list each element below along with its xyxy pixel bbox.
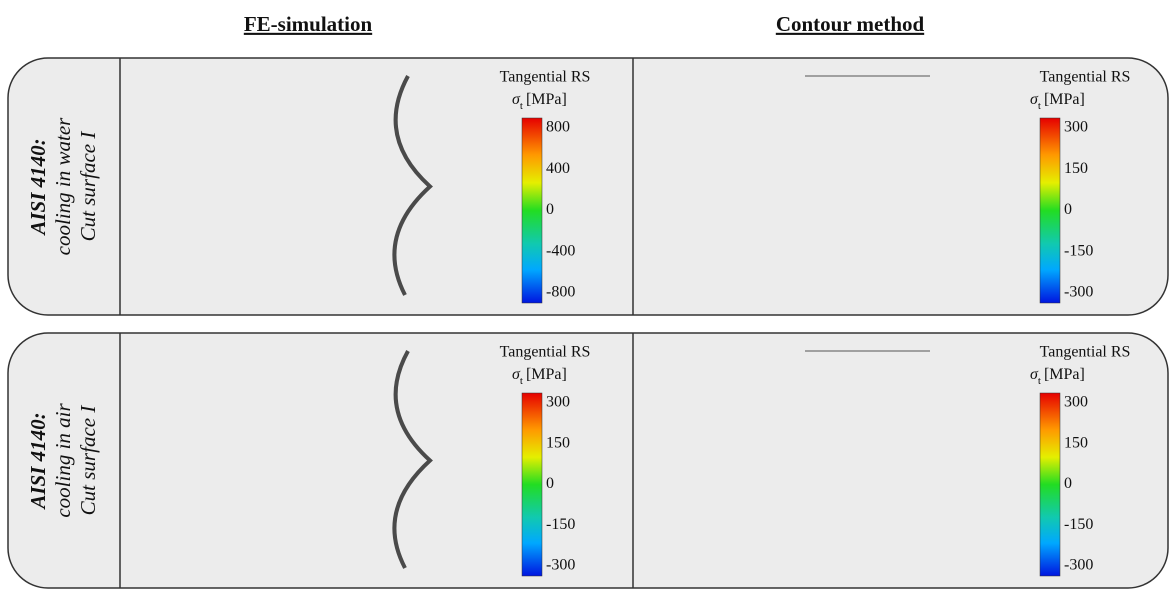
colorbar — [1039, 117, 1061, 304]
row-label: cooling in water — [51, 117, 75, 255]
legend-unit-part: t — [1038, 375, 1041, 387]
colorbar-tick: -150 — [546, 516, 575, 533]
colorbar-tick: 150 — [546, 434, 570, 451]
legend-unit-part: [MPa] — [526, 91, 567, 108]
legend-title: Tangential RS — [500, 69, 591, 86]
colorbar-tick: 0 — [546, 201, 554, 218]
row-label: Cut surface I — [76, 405, 100, 516]
legend-unit-part: [MPa] — [1044, 366, 1085, 383]
colorbar — [521, 392, 543, 577]
row-frame — [7, 332, 1169, 589]
legend-unit: σt [MPa] — [1030, 366, 1085, 387]
colorbar-tick: -300 — [1064, 284, 1093, 301]
colorbar-tick: 400 — [546, 160, 570, 177]
legend-unit: σt [MPa] — [1030, 91, 1085, 112]
legend-unit-part: t — [520, 100, 523, 112]
legend-title: Tangential RS — [1040, 344, 1131, 361]
colorbar-tick: 800 — [546, 119, 570, 136]
legend-unit-part: [MPa] — [1044, 91, 1085, 108]
colorbar-tick: -400 — [546, 242, 575, 259]
column-header: FE-simulation — [244, 12, 373, 36]
legend-unit-part: σ — [1030, 91, 1039, 108]
colorbar — [521, 117, 543, 304]
colorbar-tick: -150 — [1064, 242, 1093, 259]
colorbar-tick: -800 — [546, 284, 575, 301]
legend-unit: σt [MPa] — [512, 366, 567, 387]
legend-unit-part: t — [520, 375, 523, 387]
legend-unit-part: [MPa] — [526, 366, 567, 383]
colorbar-tick: 0 — [1064, 475, 1072, 492]
legend-title: Tangential RS — [500, 344, 591, 361]
colorbar-tick: 0 — [1064, 201, 1072, 218]
row-label: AISI 4140: — [26, 138, 50, 236]
row-label: cooling in air — [51, 403, 75, 518]
colorbar-tick: 300 — [1064, 394, 1088, 411]
legend-title: Tangential RS — [1040, 69, 1131, 86]
colorbar-tick: 300 — [546, 394, 570, 411]
row-frame — [7, 57, 1169, 316]
row-label: AISI 4140: — [26, 412, 50, 510]
legend-unit-part: σ — [512, 366, 521, 383]
colorbar — [1039, 392, 1061, 577]
colorbar-tick: -150 — [1064, 516, 1093, 533]
column-header: Contour method — [776, 12, 925, 36]
colorbar-tick: -300 — [546, 557, 575, 574]
colorbar-tick: 300 — [1064, 119, 1088, 136]
colorbar-tick: 0 — [546, 475, 554, 492]
legend-unit-part: t — [1038, 100, 1041, 112]
legend-unit: σt [MPa] — [512, 91, 567, 112]
colorbar-tick: -300 — [1064, 557, 1093, 574]
colorbar-tick: 150 — [1064, 160, 1088, 177]
row-label: Cut surface I — [76, 131, 100, 242]
edge — [392, 75, 433, 296]
legend-unit-part: σ — [1030, 366, 1039, 383]
edge — [392, 350, 433, 569]
colorbar-tick: 150 — [1064, 434, 1088, 451]
legend-unit-part: σ — [512, 91, 521, 108]
